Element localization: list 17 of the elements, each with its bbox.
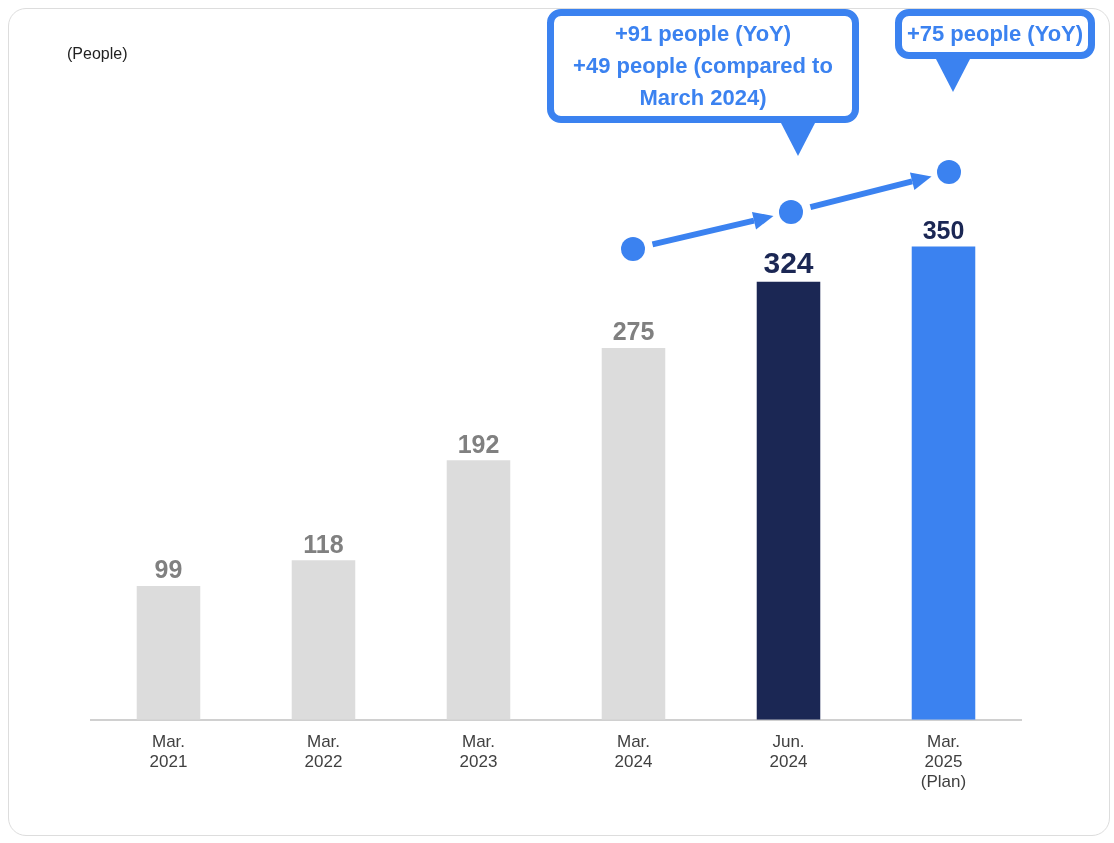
bar: [911, 246, 976, 720]
bar: [756, 281, 821, 720]
data-label: 99: [154, 555, 183, 584]
data-label: 275: [612, 317, 655, 346]
data-label: 192: [457, 429, 500, 458]
x-tick-label: Mar. 2024: [614, 731, 653, 772]
data-label: 324: [763, 245, 814, 279]
text: +75 people (YoY): [906, 21, 1084, 46]
x-tick-label: Jun. 2024: [769, 731, 808, 772]
x-tick-label: Mar. 2022: [304, 731, 343, 772]
x-tick-label: Mar. 2025 (Plan): [920, 731, 967, 792]
x-tick-label: Mar. 2021: [149, 731, 188, 772]
text: (People): [67, 45, 128, 63]
x-tick-label: Mar. 2023: [459, 731, 498, 772]
text: +91 people (YoY) +49 people (compared to March 2024): [573, 21, 833, 110]
data-label: 118: [303, 529, 344, 558]
data-label: 350: [922, 215, 965, 244]
